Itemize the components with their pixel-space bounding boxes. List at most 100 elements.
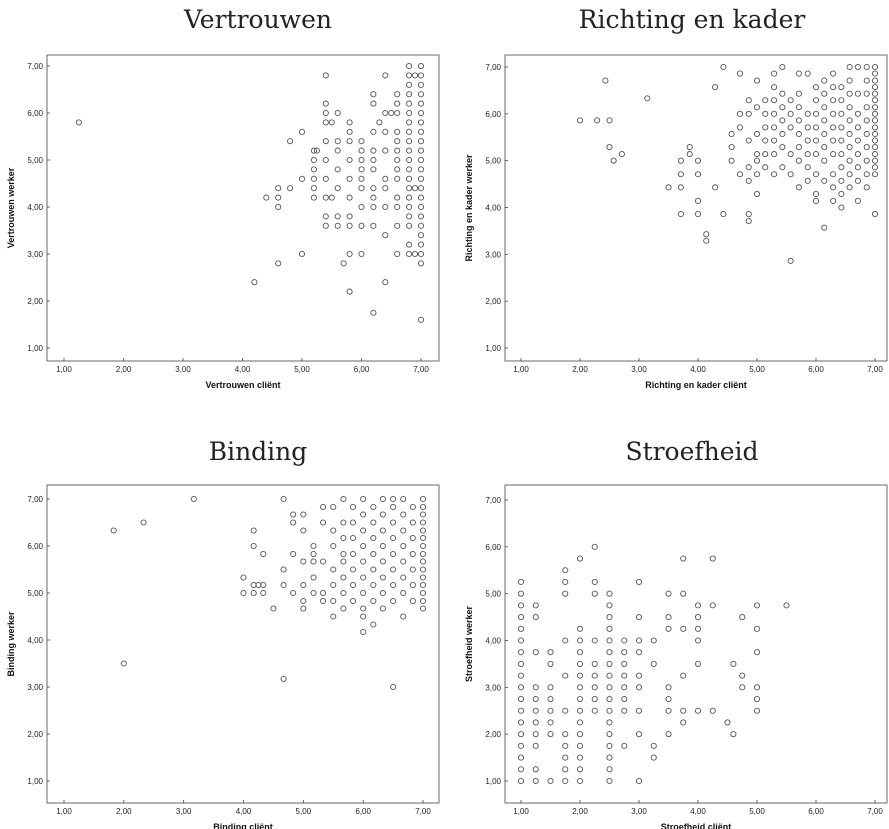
data-point [871,63,879,71]
chart-title: Binding [209,437,308,466]
data-point [370,203,377,211]
data-point [838,137,845,144]
data-point [517,637,525,644]
data-point [591,543,598,550]
data-point [804,137,811,144]
data-point [346,156,353,164]
data-point [665,625,672,632]
data-point [409,597,416,605]
data-point [606,144,613,151]
data-point [606,649,613,656]
data-point [591,707,598,714]
data-point [694,614,702,621]
data-point [863,117,870,124]
data-point [753,707,761,714]
data-point [606,684,613,691]
data-point [358,156,365,164]
data-point [745,177,752,184]
data-point [394,175,401,182]
data-point [677,211,684,218]
data-point [606,614,613,621]
data-point [406,72,413,79]
data-point [388,109,395,117]
data-point [547,719,554,726]
data-point [275,185,282,192]
data-point [745,211,752,218]
data-point [275,194,282,201]
data-point [635,684,643,691]
data-point [370,550,377,558]
data-point [694,197,702,204]
data-point [821,77,828,84]
data-point [863,184,870,191]
data-point [812,137,820,144]
data-point [804,177,811,184]
data-point [591,637,598,644]
data-point [360,527,367,534]
data-point [406,213,413,220]
data-point [417,128,425,135]
data-point [406,81,413,88]
data-point [360,613,367,620]
data-point [298,128,306,135]
data-point [358,203,365,211]
data-point [419,589,427,597]
data-point [270,605,277,612]
data-point [300,581,307,589]
data-point [562,567,569,574]
data-point [360,574,367,581]
data-point [417,109,425,117]
y-tick-label: 7,00 [485,63,501,72]
data-point [419,527,427,534]
data-point [821,130,828,138]
data-point [576,555,584,562]
chart-title: Stroefheid [625,437,758,466]
data-point [390,550,397,558]
data-point [330,503,337,511]
data-point [728,130,735,138]
y-tick-label: 3,00 [485,250,501,259]
data-point [409,566,416,573]
data-point [310,147,317,154]
data-point [621,660,628,667]
data-point [417,250,425,258]
x-tick-label: 1,00 [513,365,529,374]
data-point [720,211,727,218]
data-point [838,110,845,117]
y-tick-label: 4,00 [27,636,43,645]
y-tick-label: 6,00 [27,109,43,118]
data-point [379,558,386,565]
data-point [779,63,786,71]
data-point [812,197,820,204]
data-point [382,175,389,182]
y-tick-label: 2,00 [485,730,501,739]
data-point [532,695,539,703]
data-point [370,194,377,201]
data-point [406,91,413,98]
data-point [779,90,786,97]
data-point [406,185,413,192]
y-tick-label: 3,00 [27,683,43,692]
data-point [379,589,386,597]
data-point [871,104,879,111]
data-point [322,72,329,79]
data-point [779,104,786,111]
data-point [400,495,407,503]
data-point [795,144,802,151]
data-point [547,707,554,714]
data-point [871,137,879,144]
data-point [334,185,341,192]
data-point [606,695,613,703]
y-tick-label: 5,00 [27,589,43,598]
data-point [838,177,845,184]
data-point [680,590,687,597]
data-point [417,232,425,239]
data-point [576,672,584,679]
data-point [635,637,643,644]
data-point [606,660,613,667]
data-point [340,574,347,581]
data-point [680,672,687,679]
data-point [680,719,687,726]
data-point [334,213,341,220]
data-point [330,597,337,605]
